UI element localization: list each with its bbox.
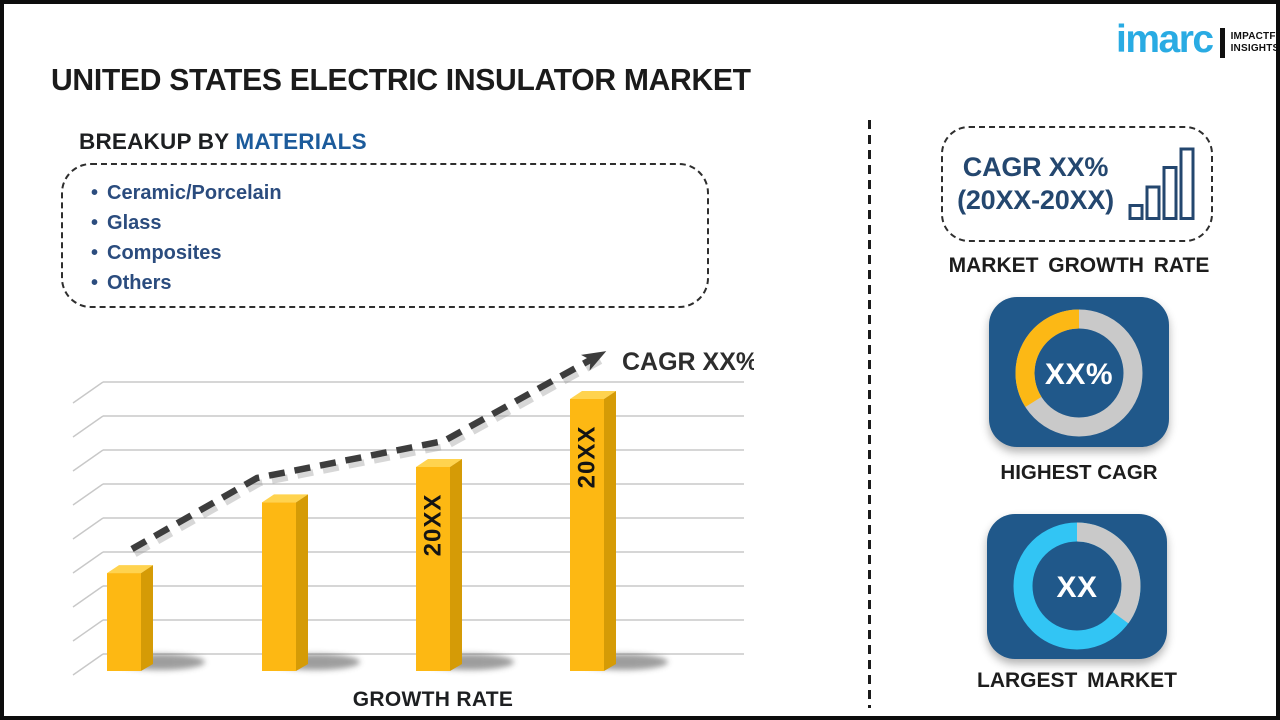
market-growth-rate-box: CAGR XX% (20XX-20XX): [941, 126, 1213, 242]
material-item: Others: [91, 268, 707, 298]
bar-year-label: 20XX: [419, 494, 446, 557]
largest-market-card: XX: [987, 514, 1167, 659]
logo-tagline-line1: IMPACTFUL: [1230, 31, 1276, 42]
material-item: Glass: [91, 208, 707, 238]
cagr-line1: CAGR XX%: [962, 152, 1109, 182]
bar-top-face: [262, 494, 308, 503]
logo-tagline-line2: INSIGHTS: [1230, 42, 1280, 54]
breakup-heading: BREAKUP BY MATERIALS: [79, 129, 367, 155]
bar-side-face: [141, 565, 153, 671]
highest-cagr-donut: XX%: [1015, 309, 1143, 437]
bar-top-face: [570, 391, 616, 399]
breakup-heading-accent: MATERIALS: [235, 129, 367, 154]
logo-tagline: IMPACTFUL INSIGHTS: [1230, 31, 1280, 54]
page-title: UNITED STATES ELECTRIC INSULATOR MARKET: [51, 62, 751, 97]
donut-segment: [1076, 522, 1141, 624]
bar-top-face: [416, 459, 462, 467]
section-divider: [868, 120, 871, 708]
materials-list: Ceramic/PorcelainGlassCompositesOthers: [63, 165, 707, 298]
bar-side-face: [604, 391, 616, 671]
cagr-line2: (20XX-20XX): [957, 185, 1114, 215]
bar-year-label: 20XX: [573, 426, 600, 489]
chart-gridlines: [72, 381, 744, 676]
material-item: Ceramic/Porcelain: [91, 178, 707, 208]
imarc-logo: imarc IMPACTFUL INSIGHTS: [1116, 18, 1280, 62]
largest-market-donut: XX: [1013, 522, 1141, 650]
largest-market-value: XX: [1056, 571, 1097, 604]
chart-bars: 20XX 20XX: [107, 391, 616, 671]
cagr-value-text: CAGR XX% (20XX-20XX): [957, 151, 1114, 217]
logo-divider-bar: [1219, 27, 1225, 58]
bar-top-face: [107, 565, 153, 574]
imarc-wordmark: imarc: [1116, 18, 1214, 61]
bar: [570, 399, 604, 671]
breakup-heading-prefix: BREAKUP BY: [79, 129, 229, 154]
largest-market-label: LARGEST MARKET: [977, 669, 1177, 692]
highest-cagr-card: XX%: [989, 297, 1169, 447]
market-growth-rate-label: MARKET GROWTH RATE: [948, 254, 1210, 277]
materials-list-box: Ceramic/PorcelainGlassCompositesOthers: [61, 163, 709, 308]
bar-side-face: [450, 459, 462, 671]
trend-cagr-label: CAGR XX%: [622, 348, 754, 376]
highest-cagr-value: XX%: [1045, 358, 1113, 391]
bar: [262, 502, 296, 671]
bar-side-face: [296, 494, 308, 671]
bar: [107, 573, 141, 671]
donut-segment: [1015, 309, 1080, 408]
growth-bar-chart: CAGR XX% 20XX 20XX: [72, 348, 754, 676]
trend-arrow: [130, 351, 607, 557]
rising-bars-icon: [1128, 147, 1195, 220]
highest-cagr-label: HIGHEST CAGR: [1000, 461, 1158, 484]
x-axis-label: GROWTH RATE: [352, 688, 514, 711]
material-item: Composites: [91, 238, 707, 268]
bar: [416, 467, 450, 671]
